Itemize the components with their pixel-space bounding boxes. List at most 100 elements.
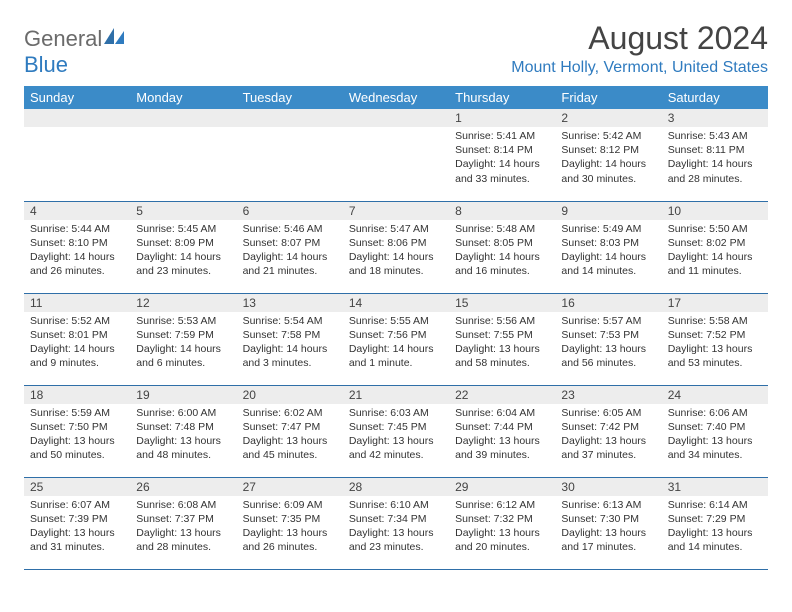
calendar-cell: 21Sunrise: 6:03 AMSunset: 7:45 PMDayligh… (343, 385, 449, 477)
calendar-cell: 3Sunrise: 5:43 AMSunset: 8:11 PMDaylight… (662, 109, 768, 201)
day-number: 14 (343, 294, 449, 312)
sunset-line: Sunset: 7:45 PM (349, 420, 443, 434)
sunset-line: Sunset: 8:05 PM (455, 236, 549, 250)
weekday-header: Monday (130, 86, 236, 109)
daylight-line: Daylight: 13 hours and 31 minutes. (30, 526, 124, 554)
day-number: 15 (449, 294, 555, 312)
daylight-line: Daylight: 14 hours and 16 minutes. (455, 250, 549, 278)
day-number (237, 109, 343, 127)
sunset-line: Sunset: 7:42 PM (561, 420, 655, 434)
calendar-cell: 13 Sunrise: 5:54 AMSunset: 7:58 PMDayligh… (237, 293, 343, 385)
day-number: 31 (662, 478, 768, 496)
calendar-week-row: 18Sunrise: 5:59 AMSunset: 7:50 PMDayligh… (24, 385, 768, 477)
sunset-line: Sunset: 7:50 PM (30, 420, 124, 434)
day-number: 9 (555, 202, 661, 220)
daylight-line: Daylight: 14 hours and 21 minutes. (243, 250, 337, 278)
sunrise-line: Sunrise: 6:12 AM (455, 498, 549, 512)
calendar-cell (343, 109, 449, 201)
day-number: 18 (24, 386, 130, 404)
calendar-cell: 18Sunrise: 5:59 AMSunset: 7:50 PMDayligh… (24, 385, 130, 477)
title-block: August 2024 Mount Holly, Vermont, United… (511, 20, 768, 77)
sunrise-line: Sunrise: 6:14 AM (668, 498, 762, 512)
sunset-line: Sunset: 8:07 PM (243, 236, 337, 250)
day-number: 19 (130, 386, 236, 404)
sunset-line: Sunset: 8:14 PM (455, 143, 549, 157)
day-detail: Sunrise: 5:52 AMSunset: 8:01 PMDaylight:… (24, 312, 130, 375)
sunrise-line: Sunrise: 5:45 AM (136, 222, 230, 236)
daylight-line: Daylight: 14 hours and 11 minutes. (668, 250, 762, 278)
daylight-line: Daylight: 13 hours and 34 minutes. (668, 434, 762, 462)
sunset-line: Sunset: 7:44 PM (455, 420, 549, 434)
daylight-line: Daylight: 13 hours and 28 minutes. (136, 526, 230, 554)
sunset-line: Sunset: 7:37 PM (136, 512, 230, 526)
daylight-line: Daylight: 13 hours and 50 minutes. (30, 434, 124, 462)
daylight-line: Daylight: 13 hours and 45 minutes. (243, 434, 337, 462)
daylight-line: Daylight: 13 hours and 26 minutes. (243, 526, 337, 554)
sail-icon (104, 33, 126, 50)
day-detail: Sunrise: 6:14 AMSunset: 7:29 PMDaylight:… (662, 496, 768, 559)
calendar-cell: 22Sunrise: 6:04 AMSunset: 7:44 PMDayligh… (449, 385, 555, 477)
day-detail: Sunrise: 6:00 AMSunset: 7:48 PMDaylight:… (130, 404, 236, 467)
sunrise-line: Sunrise: 5:48 AM (455, 222, 549, 236)
calendar-cell (237, 109, 343, 201)
day-number (130, 109, 236, 127)
daylight-line: Daylight: 13 hours and 58 minutes. (455, 342, 549, 370)
calendar-cell: 30Sunrise: 6:13 AMSunset: 7:30 PMDayligh… (555, 477, 661, 569)
daylight-line: Daylight: 13 hours and 37 minutes. (561, 434, 655, 462)
sunset-line: Sunset: 7:30 PM (561, 512, 655, 526)
sunrise-line: Sunrise: 5:44 AM (30, 222, 124, 236)
calendar-cell: 10Sunrise: 5:50 AMSunset: 8:02 PMDayligh… (662, 201, 768, 293)
day-detail: Sunrise: 6:05 AMSunset: 7:42 PMDaylight:… (555, 404, 661, 467)
calendar-cell: 2Sunrise: 5:42 AMSunset: 8:12 PMDaylight… (555, 109, 661, 201)
day-number: 5 (130, 202, 236, 220)
calendar-cell (24, 109, 130, 201)
sunset-line: Sunset: 7:47 PM (243, 420, 337, 434)
sunset-line: Sunset: 8:02 PM (668, 236, 762, 250)
day-detail: Sunrise: 6:13 AMSunset: 7:30 PMDaylight:… (555, 496, 661, 559)
day-detail: Sunrise: 5:41 AMSunset: 8:14 PMDaylight:… (449, 127, 555, 190)
day-number: 25 (24, 478, 130, 496)
day-number: 30 (555, 478, 661, 496)
sunrise-line: Sunrise: 6:09 AM (243, 498, 337, 512)
daylight-line: Daylight: 13 hours and 23 minutes. (349, 526, 443, 554)
page-title: August 2024 (511, 20, 768, 57)
day-detail: Sunrise: 6:10 AMSunset: 7:34 PMDaylight:… (343, 496, 449, 559)
day-number: 10 (662, 202, 768, 220)
sunset-line: Sunset: 8:12 PM (561, 143, 655, 157)
logo-word-2: Blue (24, 52, 68, 77)
calendar-cell: 25Sunrise: 6:07 AMSunset: 7:39 PMDayligh… (24, 477, 130, 569)
day-detail: Sunrise: 6:08 AMSunset: 7:37 PMDaylight:… (130, 496, 236, 559)
day-number: 27 (237, 478, 343, 496)
sunrise-line: Sunrise: 5:47 AM (349, 222, 443, 236)
day-detail: Sunrise: 6:06 AMSunset: 7:40 PMDaylight:… (662, 404, 768, 467)
sunrise-line: Sunrise: 5:52 AM (30, 314, 124, 328)
day-number: 23 (555, 386, 661, 404)
sunset-line: Sunset: 7:34 PM (349, 512, 443, 526)
sunrise-line: Sunrise: 6:07 AM (30, 498, 124, 512)
calendar-cell: 6Sunrise: 5:46 AMSunset: 8:07 PMDaylight… (237, 201, 343, 293)
calendar-cell: 14Sunrise: 5:55 AMSunset: 7:56 PMDayligh… (343, 293, 449, 385)
day-detail: Sunrise: 6:12 AMSunset: 7:32 PMDaylight:… (449, 496, 555, 559)
day-number: 24 (662, 386, 768, 404)
day-detail: Sunrise: 6:09 AMSunset: 7:35 PMDaylight:… (237, 496, 343, 559)
sunset-line: Sunset: 8:03 PM (561, 236, 655, 250)
calendar-cell: 16Sunrise: 5:57 AMSunset: 7:53 PMDayligh… (555, 293, 661, 385)
day-detail (24, 127, 130, 187)
day-number: 13 (237, 294, 343, 312)
sunrise-line: Sunrise: 6:04 AM (455, 406, 549, 420)
day-detail (237, 127, 343, 187)
daylight-line: Daylight: 14 hours and 3 minutes. (243, 342, 337, 370)
calendar-cell: 15Sunrise: 5:56 AMSunset: 7:55 PMDayligh… (449, 293, 555, 385)
daylight-line: Daylight: 13 hours and 53 minutes. (668, 342, 762, 370)
daylight-line: Daylight: 14 hours and 9 minutes. (30, 342, 124, 370)
sunrise-line: Sunrise: 5:58 AM (668, 314, 762, 328)
day-number: 22 (449, 386, 555, 404)
sunset-line: Sunset: 7:58 PM (243, 328, 337, 342)
daylight-line: Daylight: 14 hours and 33 minutes. (455, 157, 549, 185)
day-number: 12 (130, 294, 236, 312)
day-detail: Sunrise: 5:53 AMSunset: 7:59 PMDaylight:… (130, 312, 236, 375)
logo-word-1: General (24, 26, 102, 51)
day-detail: Sunrise: 5:59 AMSunset: 7:50 PMDaylight:… (24, 404, 130, 467)
sunrise-line: Sunrise: 5:54 AM (243, 314, 337, 328)
day-number: 7 (343, 202, 449, 220)
